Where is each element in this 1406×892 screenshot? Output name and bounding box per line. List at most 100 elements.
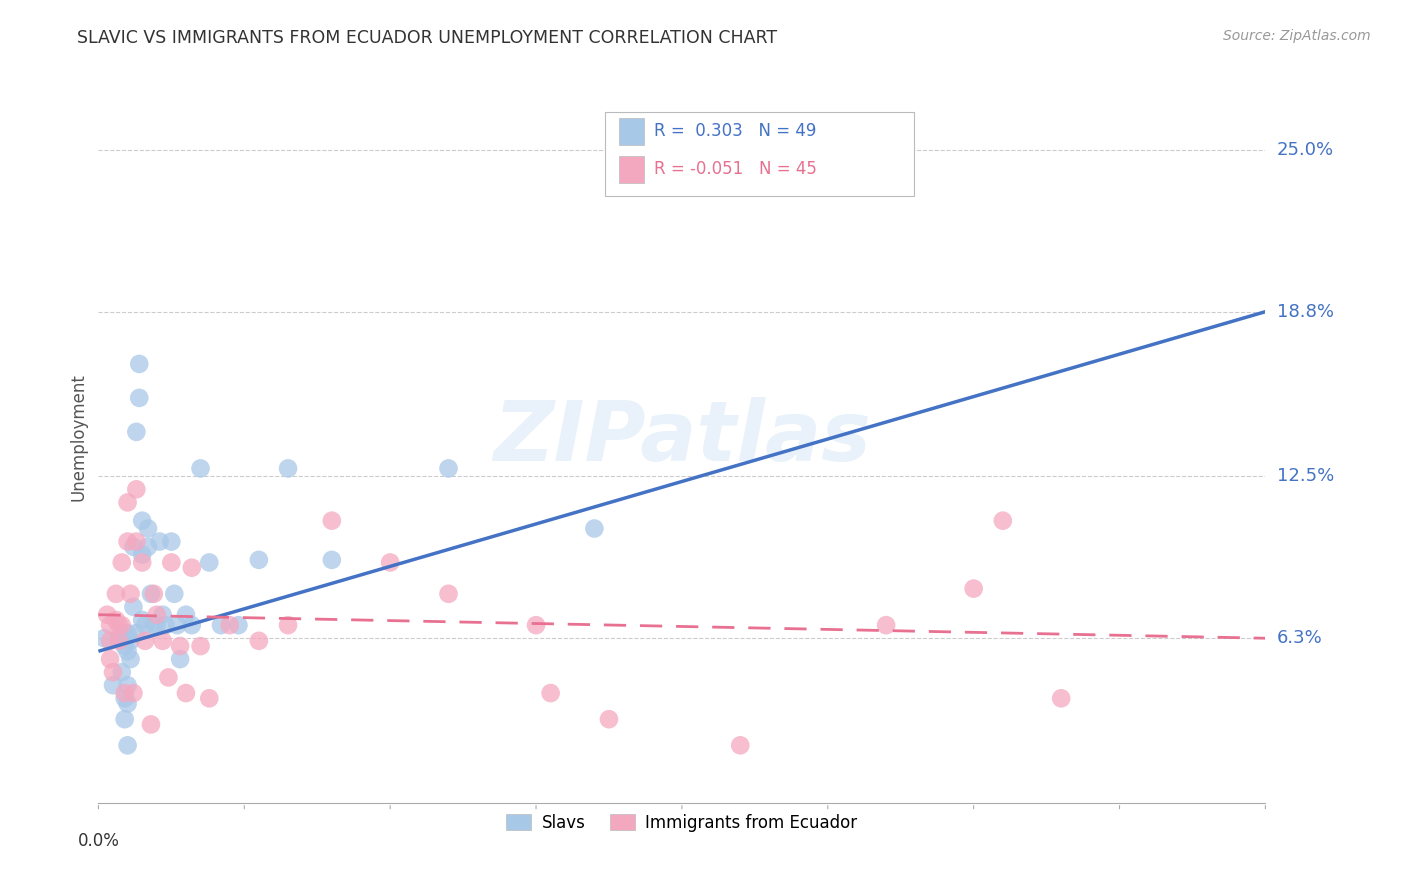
Point xyxy=(120,633,142,648)
Point xyxy=(114,712,136,726)
Point xyxy=(134,618,156,632)
Point xyxy=(198,556,221,570)
Point xyxy=(108,633,131,648)
Point xyxy=(962,582,984,596)
Point xyxy=(190,639,212,653)
Point xyxy=(125,534,148,549)
Point xyxy=(209,618,232,632)
Point xyxy=(152,607,174,622)
Point xyxy=(125,483,148,497)
Point xyxy=(104,613,127,627)
Point xyxy=(117,644,139,658)
Text: 12.5%: 12.5% xyxy=(1277,467,1334,485)
Point xyxy=(437,587,460,601)
Point xyxy=(111,665,134,680)
Point xyxy=(104,587,127,601)
Point xyxy=(169,652,191,666)
Point xyxy=(142,618,165,632)
Point xyxy=(437,461,460,475)
Text: 25.0%: 25.0% xyxy=(1277,141,1334,159)
Point xyxy=(125,425,148,439)
Text: R =  0.303   N = 49: R = 0.303 N = 49 xyxy=(654,122,815,140)
Point xyxy=(277,461,299,475)
Point xyxy=(583,521,606,535)
Point xyxy=(180,560,202,574)
Point xyxy=(198,691,221,706)
Point xyxy=(174,607,197,622)
Point xyxy=(96,607,118,622)
Point xyxy=(120,652,142,666)
Point xyxy=(152,633,174,648)
Point xyxy=(163,587,186,601)
Point xyxy=(1050,691,1073,706)
Point xyxy=(117,495,139,509)
Point xyxy=(117,697,139,711)
Point xyxy=(128,357,150,371)
Point xyxy=(166,618,188,632)
Point xyxy=(120,587,142,601)
Point xyxy=(136,521,159,535)
Text: ZIPatlas: ZIPatlas xyxy=(494,397,870,477)
Point xyxy=(128,391,150,405)
Point xyxy=(108,632,131,646)
Point xyxy=(524,618,547,632)
Point xyxy=(93,632,115,646)
Point xyxy=(142,587,165,601)
Point xyxy=(101,665,124,680)
Point xyxy=(139,717,162,731)
Point xyxy=(180,618,202,632)
Point xyxy=(540,686,562,700)
Point xyxy=(875,618,897,632)
Point xyxy=(321,514,343,528)
Point xyxy=(131,556,153,570)
Point xyxy=(169,639,191,653)
Point xyxy=(598,712,620,726)
Point xyxy=(122,599,145,614)
Point xyxy=(321,553,343,567)
Point xyxy=(247,633,270,648)
Point xyxy=(160,556,183,570)
Point xyxy=(108,618,131,632)
Text: Source: ZipAtlas.com: Source: ZipAtlas.com xyxy=(1223,29,1371,43)
Point xyxy=(117,534,139,549)
Point xyxy=(125,626,148,640)
Point xyxy=(991,514,1014,528)
Point xyxy=(174,686,197,700)
Point xyxy=(117,678,139,692)
Point xyxy=(139,587,162,601)
Point xyxy=(131,548,153,562)
Point xyxy=(114,691,136,706)
Point xyxy=(98,633,121,648)
Text: R = -0.051   N = 45: R = -0.051 N = 45 xyxy=(654,161,817,178)
Point xyxy=(136,540,159,554)
Point xyxy=(131,514,153,528)
Point xyxy=(247,553,270,567)
Point xyxy=(98,652,121,666)
Point xyxy=(277,618,299,632)
Text: 0.0%: 0.0% xyxy=(77,832,120,850)
Point xyxy=(228,618,250,632)
Point xyxy=(160,534,183,549)
Point xyxy=(101,678,124,692)
Point xyxy=(114,686,136,700)
Point xyxy=(122,686,145,700)
Point xyxy=(380,556,402,570)
Point xyxy=(114,639,136,653)
Point xyxy=(117,739,139,753)
Point xyxy=(111,556,134,570)
Point xyxy=(146,618,169,632)
Point xyxy=(111,632,134,646)
Point xyxy=(98,618,121,632)
Legend: Slavs, Immigrants from Ecuador: Slavs, Immigrants from Ecuador xyxy=(499,807,865,838)
Point xyxy=(131,613,153,627)
Point xyxy=(218,618,240,632)
Point xyxy=(117,626,139,640)
Point xyxy=(157,670,180,684)
Point xyxy=(111,618,134,632)
Point xyxy=(155,618,177,632)
Point xyxy=(146,607,169,622)
Text: SLAVIC VS IMMIGRANTS FROM ECUADOR UNEMPLOYMENT CORRELATION CHART: SLAVIC VS IMMIGRANTS FROM ECUADOR UNEMPL… xyxy=(77,29,778,46)
Point xyxy=(730,739,752,753)
Text: 6.3%: 6.3% xyxy=(1277,629,1322,648)
Point xyxy=(134,633,156,648)
